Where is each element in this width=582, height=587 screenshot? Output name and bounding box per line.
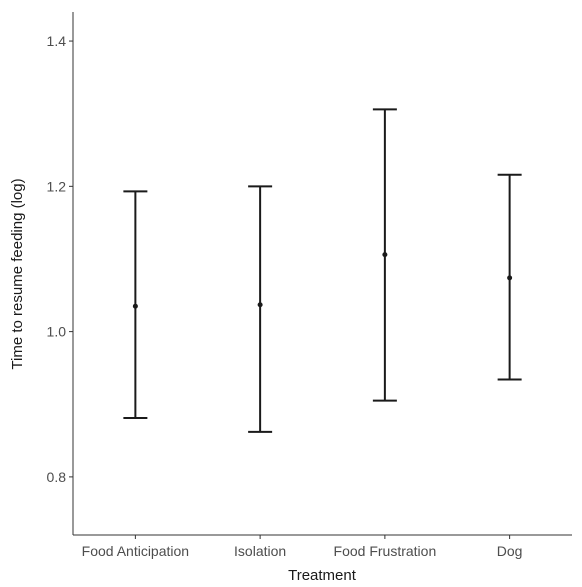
x-tick-label: Food Anticipation [82, 543, 189, 559]
mean-point [507, 275, 513, 281]
error-bar-group [123, 190, 148, 420]
x-tick-label: Dog [497, 543, 523, 559]
y-axis-title: Time to resume feeding (log) [9, 178, 26, 369]
x-tick-label: Isolation [234, 543, 286, 559]
error-bars [123, 108, 522, 433]
error-bar-group [372, 108, 397, 402]
x-axis-ticks: Food Anticipation Isolation Food Frustrati… [82, 535, 523, 559]
y-tick-label: 1.0 [47, 324, 67, 340]
x-tick-label: Food Frustration [334, 543, 437, 559]
error-bar-group [248, 185, 273, 433]
y-tick-label: 0.8 [47, 469, 67, 485]
x-axis-title: Treatment [288, 567, 357, 584]
mean-point [382, 252, 388, 258]
y-tick-label: 1.4 [47, 33, 67, 49]
y-axis-ticks: 0.8 1.0 1.2 1.4 [47, 33, 73, 485]
mean-point [257, 302, 263, 308]
error-bar-group [497, 173, 522, 381]
mean-point [132, 303, 138, 309]
y-tick-label: 1.2 [47, 178, 67, 194]
